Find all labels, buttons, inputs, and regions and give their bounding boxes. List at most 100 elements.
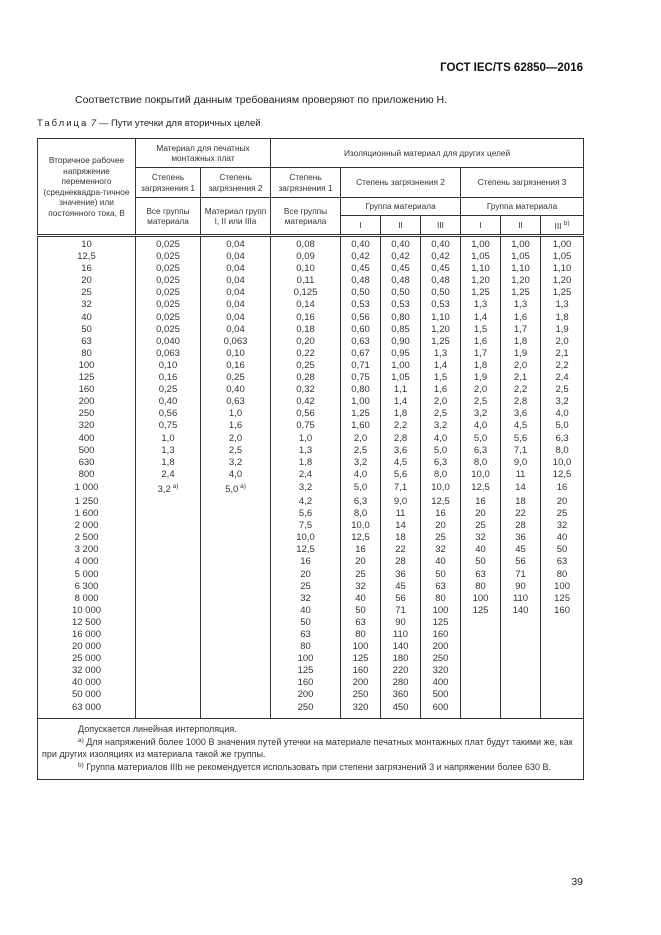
voltage-cell: 630	[37, 456, 136, 469]
creepage-cell: 0,14	[270, 299, 342, 312]
creepage-cell: 2,0	[420, 396, 462, 409]
creepage-cell: 40	[340, 592, 382, 605]
creepage-cell: 125	[270, 665, 342, 678]
creepage-cell: 2,5	[540, 384, 585, 397]
creepage-cell: 1,25	[340, 408, 382, 421]
creepage-cell: 4,2	[270, 495, 342, 509]
voltage-cell: 1 600	[37, 508, 136, 521]
creepage-cell: 1,0	[199, 408, 272, 421]
creepage-cell: 1,3	[540, 299, 585, 312]
voltage-cell: 40 000	[37, 677, 136, 690]
creepage-cell	[199, 616, 272, 629]
creepage-cell: 25	[270, 580, 342, 593]
creepage-cell: 1,25	[420, 335, 462, 348]
table-row: 40 0,025 0,04 0,16 0,56 0,80 1,10 1,4 1,6 1,8	[37, 311, 585, 324]
voltage-cell: 1 000	[37, 480, 136, 496]
creepage-cell: 0,75	[135, 420, 201, 433]
creepage-cell	[135, 580, 201, 593]
creepage-cell	[500, 665, 542, 678]
creepage-cell: 110	[380, 629, 422, 642]
creepage-cell: 36	[380, 568, 422, 581]
header-group-II-pd2: II	[380, 215, 422, 236]
creepage-cell: 50	[540, 544, 585, 557]
table-row: 5 000 20 25 36 50 63 71 80	[37, 568, 585, 581]
creepage-cell: 11	[500, 468, 542, 481]
creepage-cell: 25	[460, 520, 502, 533]
creepage-cell: 0,22	[270, 347, 342, 360]
header-all-groups-other: Все группы материала	[270, 197, 342, 236]
creepage-cell: 1,10	[500, 263, 542, 276]
creepage-cell: 14	[380, 520, 422, 533]
creepage-cell: 80	[270, 641, 342, 654]
creepage-cell: 14	[500, 480, 542, 496]
creepage-cell	[199, 580, 272, 593]
creepage-cell: 0,040	[135, 335, 201, 348]
creepage-cell: 5,0	[420, 444, 462, 457]
caption-label: Таблица	[37, 118, 89, 129]
creepage-cell: 1,4	[420, 359, 462, 373]
creepage-cell: 32	[340, 580, 382, 593]
creepage-cell: 2,2	[380, 420, 422, 433]
creepage-cell: 10,0	[460, 468, 502, 481]
voltage-cell: 3 200	[37, 544, 136, 557]
creepage-cell: 63	[420, 580, 462, 593]
table-row: 20 000 80 100 140 200	[37, 641, 585, 654]
intro-text: Соответствие покрытий данным требованиям…	[75, 94, 448, 106]
creepage-cell: 4,5	[380, 456, 422, 469]
creepage-cell: 4,0	[340, 468, 382, 481]
table-row: 16 0,025 0,04 0,10 0,45 0,45 0,45 1,10 1,10 1,10	[37, 263, 585, 276]
creepage-cell	[199, 653, 272, 666]
creepage-cell: 2,5	[420, 408, 462, 421]
creepage-cell: 220	[380, 665, 422, 678]
table-row: 200 0,40 0,63 0,42 1,00 1,4 2,0 2,5 2,8 3,2	[37, 396, 585, 409]
creepage-cell	[199, 641, 272, 654]
creepage-cell: 4,0	[540, 408, 585, 421]
creepage-cell: 1,9	[500, 347, 542, 360]
creepage-cell: 110	[500, 592, 542, 605]
creepage-cell: 100	[420, 604, 462, 617]
creepage-cell: 1,3	[270, 444, 342, 457]
footnote-b-mark: b)	[78, 761, 84, 769]
creepage-cell: 0,42	[340, 251, 382, 264]
creepage-cell	[460, 641, 502, 654]
table-row: 32 000 125 160 220 320	[37, 665, 585, 678]
creepage-cell: 160	[270, 677, 342, 690]
creepage-cell: 0,063	[135, 347, 201, 360]
creepage-cell: 1,8	[135, 456, 201, 469]
creepage-cell: 2,0	[340, 432, 382, 445]
creepage-cell	[135, 629, 201, 642]
creepage-cell	[540, 641, 585, 654]
creepage-cell	[199, 508, 272, 521]
creepage-cell	[199, 592, 272, 605]
voltage-cell: 20	[37, 275, 136, 288]
creepage-cell: 22	[380, 544, 422, 557]
creepage-cell: 280	[380, 677, 422, 690]
creepage-cell	[500, 689, 542, 702]
creepage-cell: 1,0	[270, 432, 342, 445]
creepage-cell: 10,0	[270, 532, 342, 545]
caption-number: 7	[90, 118, 97, 129]
creepage-cell: 320	[340, 701, 382, 719]
creepage-cell	[199, 520, 272, 533]
creepage-cell: 1,3	[420, 347, 462, 360]
table-row: 10 000 40 50 71 100 125 140 160	[37, 604, 585, 617]
creepage-cell: 1,8	[460, 359, 502, 373]
creepage-cell: 0,025	[135, 263, 201, 276]
creepage-cell: 20	[420, 520, 462, 533]
footnote-b: b) Группа материалов IIIb не рекомендует…	[42, 760, 579, 773]
creepage-cell	[500, 653, 542, 666]
creepage-cell: 0,04	[199, 234, 272, 252]
creepage-cell: 2,4	[270, 468, 342, 481]
creepage-cell: 5,0	[540, 420, 585, 433]
creepage-cell: 50	[460, 556, 502, 569]
creepage-cell: 3,2	[540, 396, 585, 409]
creepage-cell: 1,05	[460, 251, 502, 264]
creepage-cell: 400	[420, 677, 462, 690]
table-row: 160 0,25 0,40 0,32 0,80 1,1 1,6 2,0 2,2 2,5	[37, 384, 585, 397]
creepage-cell: 0,53	[340, 299, 382, 312]
creepage-cell	[135, 616, 201, 629]
creepage-cell	[199, 544, 272, 557]
creepage-cell: 3,2	[420, 420, 462, 433]
header-other-pd3: Степень загрязнения 3	[460, 167, 585, 198]
creepage-cell: 56	[500, 556, 542, 569]
